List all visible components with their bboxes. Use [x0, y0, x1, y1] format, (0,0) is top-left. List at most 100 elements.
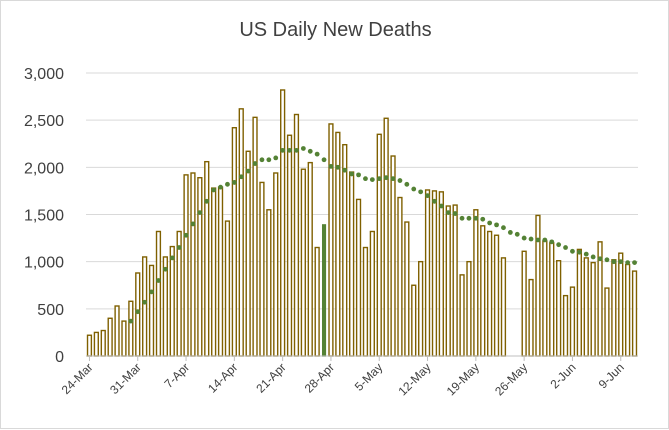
- moving-average-point: [514, 231, 520, 237]
- bar: [93, 331, 99, 357]
- moving-average-point: [211, 187, 217, 193]
- bar: [342, 143, 348, 357]
- moving-average-point: [294, 147, 299, 153]
- moving-average-point: [225, 181, 230, 187]
- bar: [307, 161, 313, 357]
- bar: [625, 263, 631, 357]
- moving-average-point: [611, 259, 617, 265]
- bar: [604, 287, 610, 357]
- moving-average-point: [376, 176, 382, 182]
- bar: [390, 155, 396, 357]
- bar: [314, 246, 320, 357]
- bar: [114, 305, 120, 357]
- moving-average-point: [542, 237, 548, 243]
- bar: [162, 256, 168, 357]
- moving-average-point: [425, 193, 430, 199]
- moving-average-point: [494, 222, 499, 228]
- bar: [286, 134, 293, 357]
- x-tick-label: 2-Jun: [547, 360, 578, 391]
- moving-average-point: [300, 146, 306, 151]
- bar: [169, 245, 175, 357]
- moving-average-point: [473, 215, 479, 221]
- moving-average-point: [590, 254, 596, 260]
- moving-average-point: [604, 257, 610, 263]
- moving-average-point: [197, 210, 203, 216]
- bar: [376, 133, 382, 357]
- moving-average-point: [342, 167, 348, 173]
- moving-average-point: [549, 239, 555, 245]
- moving-average-point: [190, 221, 196, 227]
- moving-average-point: [314, 151, 320, 157]
- bar: [238, 108, 244, 357]
- moving-average-point: [404, 181, 410, 187]
- moving-average-point: [583, 251, 589, 257]
- moving-average-point: [521, 235, 527, 241]
- moving-average-point: [156, 278, 161, 283]
- moving-average-point: [266, 157, 272, 163]
- bar: [148, 264, 155, 357]
- bar: [452, 204, 458, 357]
- bar: [438, 191, 444, 357]
- moving-average-point: [501, 225, 506, 231]
- moving-average-point: [149, 289, 154, 295]
- moving-average-point: [259, 157, 265, 163]
- moving-average-point: [411, 186, 417, 192]
- y-tick-label: 0: [55, 349, 64, 366]
- moving-average-point: [625, 260, 631, 266]
- bar: [445, 205, 451, 357]
- moving-average-point: [204, 198, 210, 204]
- bar: [631, 270, 638, 357]
- bar: [142, 256, 148, 357]
- bar: [176, 230, 182, 357]
- gridlines: [86, 72, 638, 310]
- bar: [487, 230, 493, 357]
- bar: [493, 234, 500, 357]
- bar: [618, 252, 624, 357]
- bar: [411, 284, 417, 357]
- moving-average-point: [452, 211, 458, 216]
- bar: [128, 300, 134, 357]
- moving-average-point: [397, 178, 403, 183]
- bar: [569, 286, 576, 357]
- bar: [362, 246, 369, 357]
- x-tick-label: 26-May: [492, 360, 530, 398]
- moving-average-point: [169, 255, 175, 261]
- bar: [252, 116, 258, 357]
- moving-average-point: [487, 220, 493, 226]
- moving-average-point: [218, 184, 223, 190]
- y-tick-label: 2,500: [24, 113, 64, 130]
- moving-average-point: [245, 168, 251, 174]
- moving-average-point: [418, 189, 424, 195]
- bar: [300, 168, 306, 357]
- moving-average-point: [273, 155, 279, 161]
- bar: [100, 329, 106, 357]
- bar: [183, 174, 189, 357]
- bar: [204, 160, 210, 357]
- x-tick-label: 21-Apr: [253, 360, 288, 395]
- bar: [404, 221, 410, 357]
- y-tick-label: 2,000: [24, 160, 64, 177]
- moving-average-point: [445, 210, 451, 216]
- bar: [473, 209, 479, 357]
- moving-average-point: [252, 161, 258, 166]
- bar: [328, 123, 334, 357]
- moving-average-point: [307, 148, 313, 154]
- bar: [107, 317, 113, 357]
- moving-average-point: [383, 175, 389, 181]
- y-axis-ticks: 0 500 1,000 1,500 2,000 2,500 3,000: [24, 66, 64, 366]
- x-axis-ticks: 24-Mar 31-Mar 7-Apr 14-Apr 21-Apr 28-Apr 5-May…: [59, 356, 627, 398]
- bar: [500, 257, 507, 357]
- bar: [190, 172, 196, 357]
- bar: [349, 171, 355, 357]
- moving-average-point: [563, 245, 568, 250]
- bar: [549, 242, 555, 357]
- y-tick-label: 1,500: [24, 208, 64, 225]
- bar: [369, 230, 375, 357]
- bar: [397, 196, 403, 357]
- bar: [542, 240, 548, 357]
- moving-average-point: [363, 176, 368, 182]
- bar: [321, 224, 327, 357]
- bar: [535, 214, 541, 357]
- y-tick-label: 500: [37, 302, 64, 319]
